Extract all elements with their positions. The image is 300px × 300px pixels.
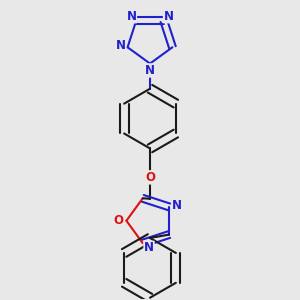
Text: O: O [145,171,155,184]
Text: N: N [116,39,126,52]
Text: N: N [164,10,174,23]
Text: N: N [172,199,182,212]
Text: N: N [126,10,136,23]
Text: O: O [114,214,124,227]
Text: N: N [144,242,154,254]
Text: N: N [145,64,155,77]
